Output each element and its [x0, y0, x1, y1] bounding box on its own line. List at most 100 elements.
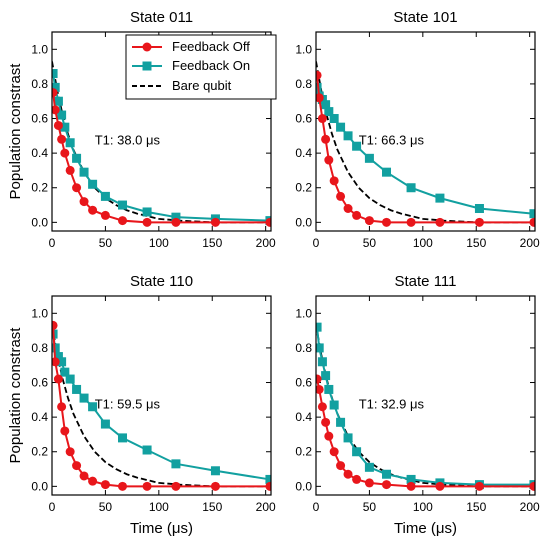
- data-point-feedback-off: [529, 217, 535, 227]
- data-point-feedback-on: [352, 447, 362, 457]
- data-point-feedback-off: [364, 478, 374, 488]
- data-point-feedback-on: [382, 469, 392, 479]
- series-line-bare-qubit: [52, 325, 271, 488]
- data-point-feedback-off: [435, 217, 445, 227]
- x-tick-label: 0: [313, 500, 320, 514]
- data-point-feedback-on: [321, 371, 331, 381]
- data-point-feedback-off: [529, 481, 535, 491]
- y-tick-label: 0.0: [31, 479, 48, 493]
- y-tick-label: 0.6: [295, 376, 312, 390]
- annotation-t1: T1: 38.0 μs: [95, 132, 161, 147]
- data-point-feedback-on: [343, 131, 353, 141]
- data-point-feedback-on: [324, 107, 334, 117]
- x-tick-label: 50: [363, 500, 377, 514]
- x-tick-label: 200: [520, 500, 540, 514]
- data-point-feedback-on: [171, 212, 181, 222]
- series-group: [52, 61, 271, 227]
- data-point-feedback-off: [382, 217, 392, 227]
- data-point-feedback-on: [316, 343, 324, 353]
- y-tick-label: 0.6: [31, 112, 48, 126]
- data-point-feedback-on: [343, 433, 353, 443]
- data-point-feedback-off: [142, 481, 152, 491]
- x-tick-label: 50: [363, 236, 377, 250]
- series-line-feedback-on: [316, 327, 534, 486]
- x-tick-label: 50: [99, 236, 113, 250]
- data-point-feedback-on: [329, 400, 339, 410]
- data-point-feedback-on: [382, 167, 392, 177]
- data-point-feedback-on: [53, 96, 63, 106]
- chart-panel-4: State 111 0 50 100 150 200 0.0 0.2 0.4 0.6 0.8 1.0 T…: [295, 273, 540, 537]
- data-point-feedback-on: [321, 100, 331, 110]
- series-group: [316, 322, 535, 491]
- series-group: [316, 61, 535, 227]
- data-point-feedback-off: [406, 217, 416, 227]
- data-point-feedback-on: [52, 69, 58, 79]
- legend-label-feedback-off: Feedback Off: [172, 39, 250, 54]
- data-point-feedback-off: [52, 320, 58, 330]
- legend-marker-feedback-on: [142, 61, 152, 71]
- data-point-feedback-off: [316, 70, 322, 80]
- data-point-feedback-on: [406, 183, 416, 193]
- annotation-t1: T1: 66.3 μs: [359, 132, 425, 147]
- x-tick-label: 100: [413, 236, 433, 250]
- legend-label-bare-qubit: Bare qubit: [172, 78, 232, 93]
- y-tick-label: 0.4: [31, 410, 48, 424]
- data-point-feedback-off: [321, 134, 331, 144]
- data-point-feedback-on: [79, 167, 89, 177]
- data-point-feedback-off: [316, 93, 324, 103]
- data-point-feedback-off: [352, 210, 362, 220]
- data-point-feedback-off: [52, 88, 58, 98]
- data-point-feedback-on: [406, 474, 416, 484]
- data-point-feedback-off: [60, 148, 70, 158]
- data-point-feedback-off: [316, 374, 322, 384]
- data-point-feedback-on: [324, 384, 334, 394]
- y-axis-label: Population constrast: [7, 327, 24, 464]
- y-tick-label: 0.4: [31, 146, 48, 160]
- data-point-feedback-off: [324, 431, 334, 441]
- x-tick-label: 200: [256, 500, 276, 514]
- y-axis-label: Population constrast: [7, 63, 24, 200]
- data-point-feedback-off: [142, 217, 152, 227]
- data-point-feedback-on: [88, 402, 98, 412]
- data-point-feedback-off: [52, 105, 60, 115]
- x-tick-label: 0: [313, 236, 320, 250]
- data-point-feedback-off: [53, 374, 63, 384]
- data-point-feedback-off: [79, 197, 89, 207]
- x-axis-label: Time (μs): [394, 520, 457, 537]
- panel-title: State 011: [130, 9, 193, 26]
- y-tick-label: 0.0: [295, 215, 312, 229]
- series-line-feedback-on: [52, 333, 271, 481]
- y-tick-label: 0.2: [295, 181, 312, 195]
- x-tick-label: 150: [466, 500, 486, 514]
- data-point-feedback-off: [65, 165, 75, 175]
- data-point-feedback-on: [65, 374, 75, 384]
- data-point-feedback-off: [65, 447, 75, 457]
- x-tick-label: 0: [49, 236, 56, 250]
- data-point-feedback-on: [316, 322, 322, 332]
- chart-panel-1: State 011 0 50 100 150 200 0.0 0.2 0.4 0.6 0.8 1.0 T…: [7, 9, 276, 250]
- data-point-feedback-on: [57, 110, 67, 120]
- panel-title: State 111: [395, 273, 457, 290]
- series-line-bare-qubit: [316, 61, 535, 224]
- data-point-feedback-off: [52, 357, 60, 367]
- series-line-feedback-off: [52, 325, 270, 488]
- data-point-feedback-off: [171, 481, 181, 491]
- data-point-feedback-off: [364, 216, 374, 226]
- data-point-feedback-off: [57, 402, 67, 412]
- x-tick-label: 100: [149, 236, 169, 250]
- y-tick-label: 0.6: [295, 112, 312, 126]
- legend-marker-feedback-off: [142, 42, 152, 52]
- y-tick-label: 0.4: [295, 410, 312, 424]
- data-point-feedback-on: [88, 179, 98, 189]
- data-point-feedback-on: [336, 417, 346, 427]
- series-line-feedback-off: [316, 75, 534, 224]
- x-tick-label: 200: [256, 236, 276, 250]
- data-point-feedback-off: [352, 474, 362, 484]
- data-point-feedback-on: [65, 138, 75, 148]
- data-point-feedback-off: [406, 481, 416, 491]
- data-point-feedback-off: [316, 384, 324, 394]
- data-point-feedback-on: [72, 384, 82, 394]
- data-point-feedback-on: [52, 329, 58, 339]
- data-point-feedback-on: [364, 153, 374, 163]
- data-point-feedback-on: [100, 419, 110, 429]
